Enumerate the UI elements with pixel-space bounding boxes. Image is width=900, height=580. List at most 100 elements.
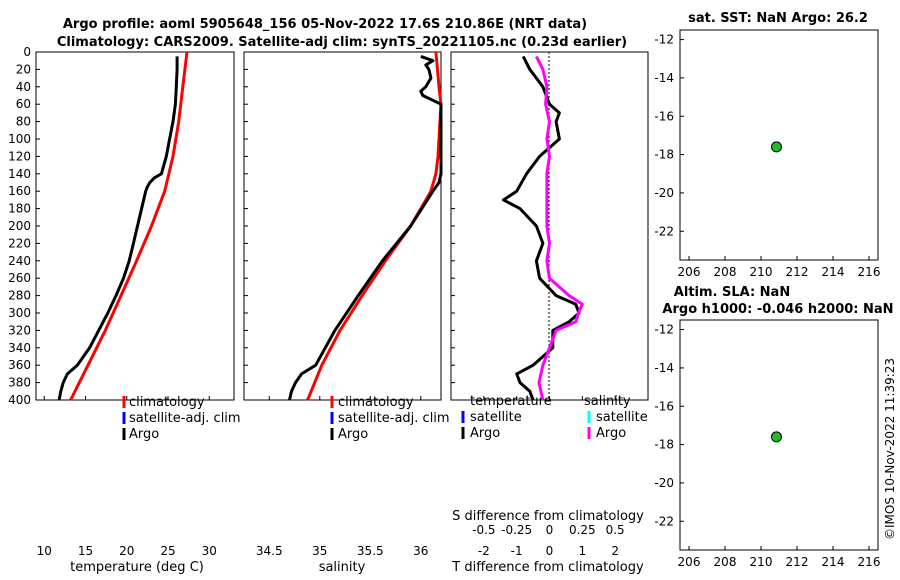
y-tick-label: 120 [8,149,31,163]
y-tick-label: 80 [16,115,31,129]
series-t-argo [502,55,581,401]
map-y-tick-label: -20 [654,476,674,490]
x-tick-label: 0 [546,544,554,558]
map-y-tick-label: -12 [654,33,674,47]
argo-location-point [770,431,782,443]
temperature-xlabel: temperature (deg C) [70,560,204,575]
difference-xlabel-top: S difference from climatology [452,509,644,524]
x-tick-label: -1 [511,544,523,558]
map-y-tick-label: -16 [654,109,674,123]
x-tick-label: 35 [312,544,327,558]
series-argo [57,56,179,401]
legend-climatology-label: climatology [338,395,414,410]
map-x-tick-label: 206 [678,265,701,279]
difference-legend: temperature salinity satellite Argo sate… [461,394,648,441]
timestamp: ©IMOS 10-Nov-2022 11:39:23 [883,358,897,540]
map-x-tick-label: 208 [714,555,737,569]
x-tick-label: 2 [611,544,619,558]
y-tick-label: 300 [8,306,31,320]
map-y-tick-label: -16 [654,399,674,413]
y-tick-label: 400 [8,393,31,407]
map-x-tick-label: 206 [678,555,701,569]
x-tick-label: 35.5 [357,544,384,558]
y-tick-label: 40 [16,80,31,94]
legend-s-argo-label: Argo [596,426,626,441]
series-climatology [306,51,443,401]
map-y-tick-label: -12 [654,323,674,337]
series-s-argo [535,55,584,401]
y-tick-label: 360 [8,358,31,372]
x-tick-label: 1 [579,544,587,558]
map-x-tick-label: 216 [858,265,881,279]
legend-satellite-label: satellite-adj. clim [338,411,450,426]
s-tick-label: 0.5 [606,523,625,537]
x-tick-label: 30 [202,544,217,558]
map-x-tick-label: 212 [786,555,809,569]
y-tick-label: 280 [8,289,31,303]
x-tick-label: 25 [160,544,175,558]
map-y-tick-label: -22 [654,224,674,238]
map-x-tick-label: 208 [714,265,737,279]
difference-xlabel: T difference from climatology [451,560,644,575]
salinity-xlabel: salinity [319,560,366,575]
y-tick-label: 0 [23,45,31,59]
map-y-tick-label: -14 [654,361,674,375]
legend-climatology-label: climatology [129,395,205,410]
x-tick-label: 10 [37,544,52,558]
y-tick-label: 20 [16,62,31,76]
y-tick-label: 320 [8,323,31,337]
y-tick-label: 60 [16,97,31,111]
argo-location-point [770,141,782,153]
legend-argo-label: Argo [338,427,368,442]
map-x-tick-label: 210 [750,555,773,569]
legend-t-satellite-label: satellite [470,410,522,425]
y-tick-label: 100 [8,132,31,146]
x-tick-label: 15 [78,544,93,558]
series-climatology [69,51,189,401]
legend-s-satellite-label: satellite [596,410,648,425]
map-y-tick-label: -22 [654,514,674,528]
map-x-tick-label: 216 [858,555,881,569]
legend-temperature-header: temperature [470,394,552,409]
map-x-tick-label: 212 [786,265,809,279]
s-tick-label: -0.5 [472,523,495,537]
x-tick-label: 20 [119,544,134,558]
legend-salinity-header: salinity [584,394,631,409]
map-x-tick-label: 214 [822,265,845,279]
s-tick-label: -0.25 [501,523,532,537]
x-tick-label: 34.5 [256,544,283,558]
legend-argo-label: Argo [129,427,159,442]
title-line2: Climatology: CARS2009. Satellite-adj cli… [57,35,627,50]
sst-title: sat. SST: NaN Argo: 26.2 [688,11,868,26]
temperature-legend: climatology satellite-adj. clim Argo [122,395,241,442]
salinity-legend: climatology satellite-adj. clim Argo [330,395,450,442]
y-tick-label: 160 [8,184,31,198]
map-x-tick-label: 214 [822,555,845,569]
y-tick-label: 240 [8,254,31,268]
y-tick-label: 140 [8,167,31,181]
s-tick-label: 0 [546,523,554,537]
sla-subtitle: Argo h1000: -0.046 h2000: NaN [662,302,893,317]
y-tick-label: 220 [8,236,31,250]
s-tick-label: 0.25 [569,523,596,537]
y-tick-label: 180 [8,202,31,216]
map-y-tick-label: -14 [654,71,674,85]
y-tick-label: 380 [8,376,31,390]
map-y-tick-label: -18 [654,148,674,162]
y-tick-label: 260 [8,271,31,285]
map-x-tick-label: 210 [750,265,773,279]
temperature-axes [35,51,235,401]
y-tick-label: 200 [8,219,31,233]
map-y-tick-label: -18 [654,438,674,452]
sst-map-axes [679,29,879,261]
sla-map-axes [679,319,879,551]
map-y-tick-label: -20 [654,186,674,200]
title-line1: Argo profile: aoml 5905648_156 05-Nov-20… [63,17,587,32]
y-tick-label: 340 [8,341,31,355]
sla-title: Altim. SLA: NaN [674,285,790,300]
series-argo [288,54,443,401]
x-tick-label: 36 [413,544,428,558]
chart-marks: 0204060801001201401601802002202402602803… [8,33,880,569]
x-tick-label: -2 [478,544,490,558]
